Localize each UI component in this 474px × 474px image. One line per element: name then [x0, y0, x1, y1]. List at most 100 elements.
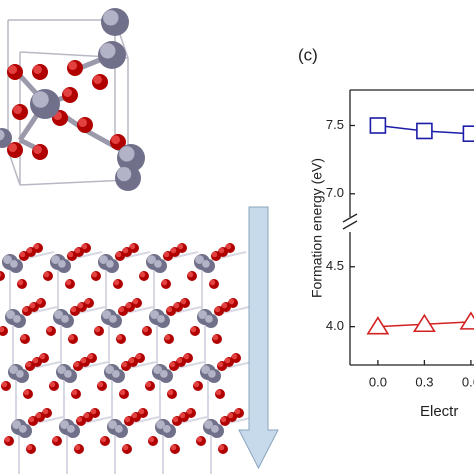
atom-highlight	[42, 408, 49, 415]
atom-highlight	[211, 425, 219, 433]
atom-highlight	[132, 298, 139, 305]
atom-highlight	[105, 365, 114, 374]
atom-highlight	[183, 353, 190, 360]
atom-highlight	[49, 381, 56, 388]
atom-highlight	[32, 91, 49, 108]
atom-highlight	[147, 255, 157, 264]
atom-highlight	[145, 381, 152, 388]
marker	[462, 125, 474, 142]
atom-highlight	[220, 416, 227, 423]
atom-highlight	[33, 243, 40, 250]
oxygen-atom	[0, 271, 5, 281]
cell-edge	[19, 179, 129, 186]
atom-highlight	[46, 326, 53, 333]
atom-highlight	[90, 408, 97, 415]
y-tick-label: 4.0	[326, 318, 344, 333]
atom-highlight	[99, 255, 108, 264]
atom-highlight	[33, 145, 42, 155]
atom-highlight	[19, 251, 26, 258]
chart: (c) Formation energy (eV) Electr 7.0 7.5 4…	[298, 45, 474, 420]
y-axis-label: Formation energy (eV)	[309, 158, 325, 298]
atom-highlight	[113, 279, 120, 286]
atom-highlight	[80, 357, 87, 364]
atom-highlight	[12, 420, 21, 429]
atom-highlight	[218, 444, 225, 451]
atom-highlight	[154, 260, 162, 268]
atom-highlight	[186, 408, 193, 415]
atom-highlight	[115, 251, 122, 258]
atom-highlight	[172, 416, 179, 423]
atom-highlight	[108, 420, 117, 429]
atom-highlight	[3, 255, 12, 264]
atom-highlight	[228, 298, 235, 305]
atom-highlight	[204, 420, 214, 429]
atom-highlight	[170, 247, 177, 254]
atom-highlight	[157, 315, 165, 323]
atom-highlight	[103, 10, 119, 26]
atom-highlight	[0, 326, 5, 333]
atom-highlight	[138, 408, 145, 415]
atom-highlight	[67, 251, 74, 258]
y-tick-label: 7.5	[326, 117, 344, 132]
atom-highlight	[190, 326, 197, 333]
atom-highlight	[100, 436, 107, 443]
atom-highlight	[209, 279, 216, 286]
atom-highlight	[67, 425, 75, 433]
atom-highlight	[234, 408, 241, 415]
atom-highlight	[9, 365, 18, 374]
x-tick-label: 0.0	[369, 374, 387, 389]
atom-highlight	[211, 251, 218, 258]
atom-highlight	[179, 412, 186, 419]
atom-highlight	[119, 146, 135, 162]
atom-highlight	[68, 334, 75, 341]
atom-highlight	[19, 425, 27, 433]
axis-break	[342, 220, 358, 230]
atom-highlight	[74, 247, 81, 254]
x-tick-label: 0.6	[462, 374, 474, 389]
x-tick-label: 0.3	[415, 374, 433, 389]
atom-highlight	[150, 310, 160, 319]
atom-highlight	[215, 389, 222, 396]
atom-highlight	[201, 365, 211, 374]
marker	[416, 122, 433, 140]
atom-highlight	[97, 381, 104, 388]
atom-highlight	[115, 425, 123, 433]
atom-highlight	[156, 420, 166, 429]
panel-label: (c)	[298, 45, 318, 64]
atom-highlight	[221, 302, 228, 309]
atom-highlight	[180, 298, 187, 305]
atom-highlight	[26, 247, 33, 254]
atom-highlight	[212, 334, 219, 341]
x-axis-label: Electr	[420, 403, 458, 420]
atom-highlight	[128, 357, 135, 364]
atom-highlight	[109, 315, 117, 323]
atom-highlight	[119, 389, 126, 396]
atom-highlight	[198, 310, 208, 319]
atom-highlight	[225, 243, 232, 250]
atom-highlight	[202, 260, 210, 268]
atom-highlight	[148, 436, 155, 443]
atom-highlight	[129, 243, 136, 250]
atom-highlight	[142, 326, 149, 333]
atom-highlight	[1, 381, 8, 388]
atom-highlight	[8, 65, 17, 74]
axis-break	[342, 213, 358, 223]
atom-highlight	[74, 444, 81, 451]
atom-highlight	[0, 129, 5, 141]
atom-highlight	[10, 260, 18, 268]
atom-highlight	[153, 365, 163, 374]
arrow-shape	[238, 206, 279, 470]
atom-highlight	[39, 353, 46, 360]
atom-highlight	[227, 412, 234, 419]
atom-highlight	[83, 412, 90, 419]
atom-highlight	[111, 135, 120, 145]
atom-highlight	[16, 370, 24, 378]
atom-highlight	[122, 444, 129, 451]
atom-highlight	[205, 315, 213, 323]
atom-highlight	[36, 298, 43, 305]
atom-highlight	[71, 389, 78, 396]
atom-highlight	[177, 243, 184, 250]
marker	[366, 316, 390, 335]
atom-highlight	[81, 243, 88, 250]
atom-highlight	[87, 353, 94, 360]
